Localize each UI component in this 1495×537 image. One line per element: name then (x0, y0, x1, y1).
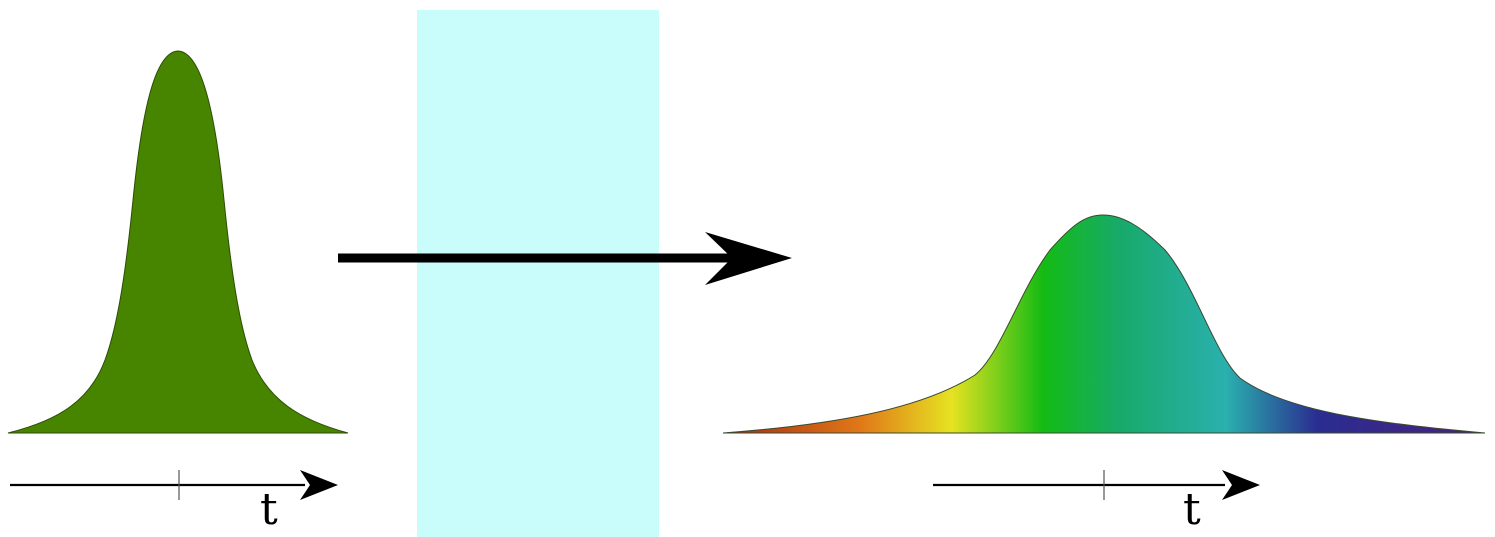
dispersive-medium (417, 10, 659, 537)
input-time-axis: t (10, 470, 338, 535)
output-pulse (722, 214, 1486, 434)
input-pulse (7, 50, 349, 434)
output-time-axis: t (933, 470, 1260, 535)
propagation-arrow (338, 232, 792, 285)
input-axis-label: t (260, 484, 278, 535)
output-axis-label: t (1183, 484, 1201, 535)
